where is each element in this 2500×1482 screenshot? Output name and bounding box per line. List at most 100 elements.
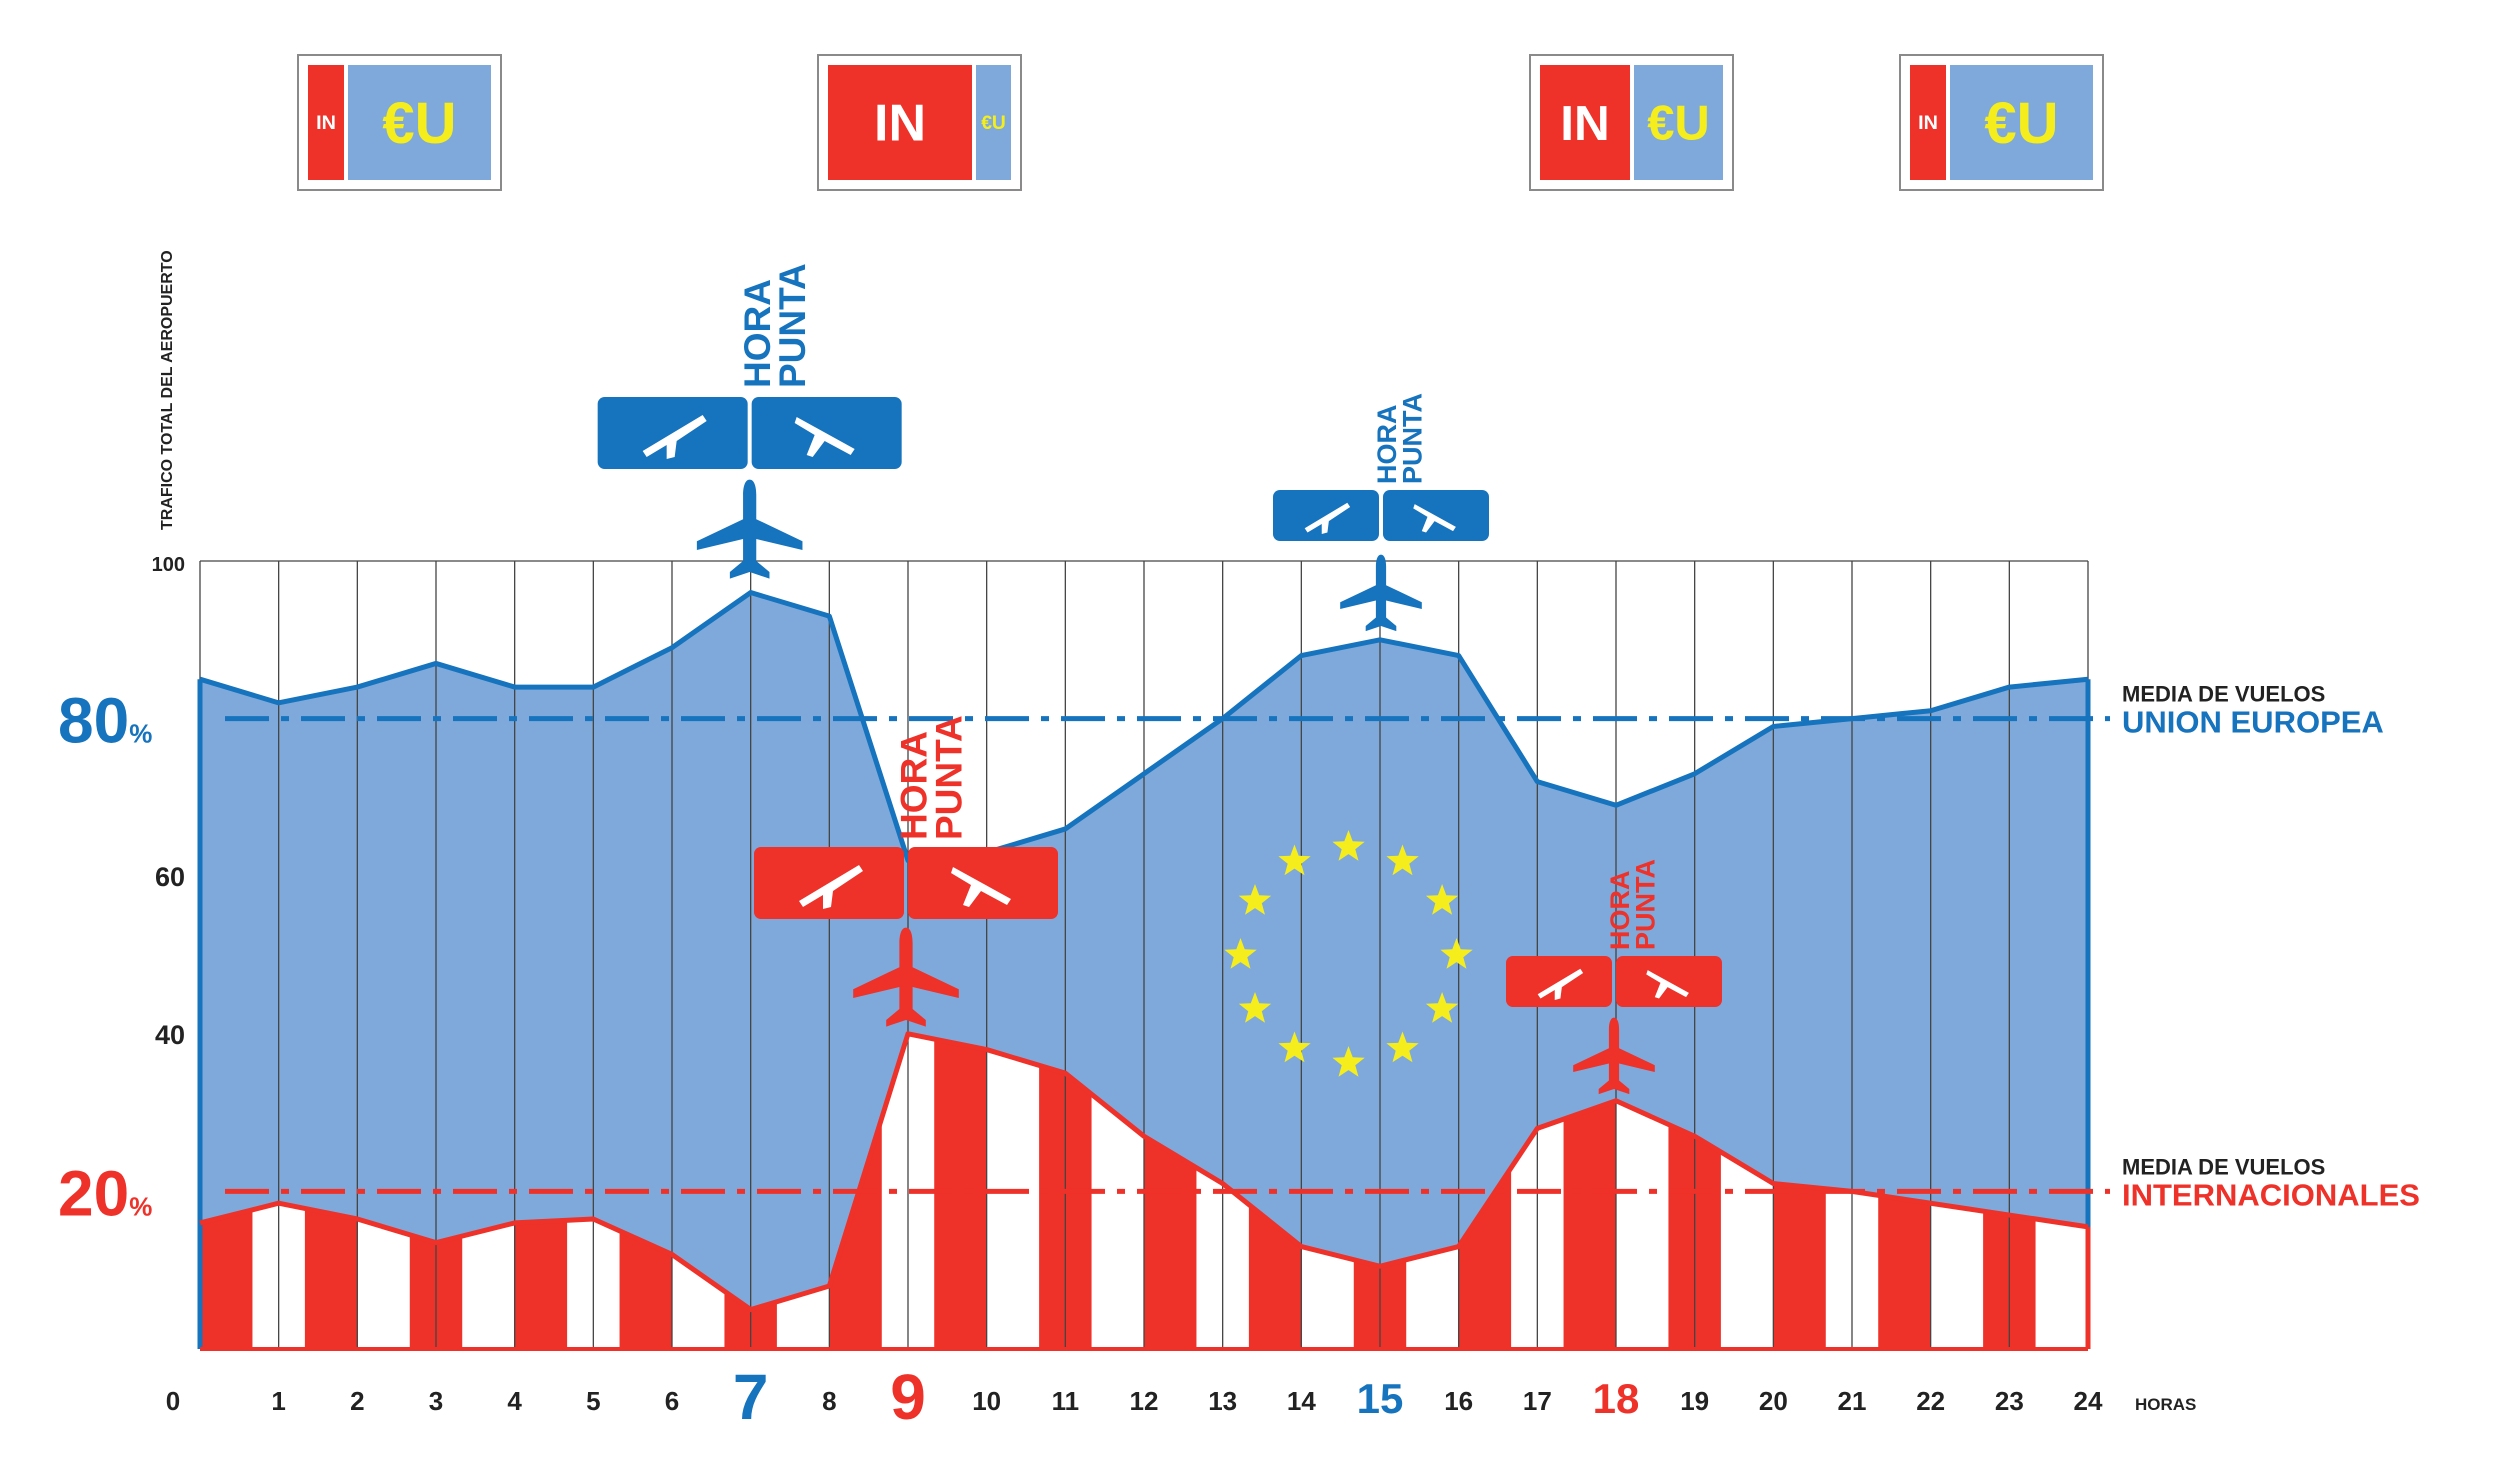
- x-tick-label: 19: [1680, 1386, 1709, 1416]
- y-tick-value: 80: [58, 685, 129, 757]
- x-tick-label: 15: [1357, 1375, 1404, 1422]
- star-icon: [1440, 938, 1473, 969]
- badge-intl-share: [308, 65, 344, 180]
- share-badge: IN €U: [297, 54, 502, 191]
- reference-label-title: MEDIA DE VUELOS: [2122, 1154, 2325, 1179]
- x-tick-label: 17: [1523, 1386, 1552, 1416]
- departure-glyph: [799, 865, 863, 909]
- star-icon: [1332, 830, 1365, 861]
- grid-lines: [199, 560, 2089, 1349]
- x-tick-label: 24: [2074, 1386, 2103, 1416]
- share-badge: IN €U: [1529, 54, 1734, 191]
- star-icon: [1425, 884, 1459, 915]
- y-tick-label: 80%: [58, 685, 152, 757]
- y-tick-label: 60: [155, 862, 185, 892]
- badge-eu-label: €U: [1647, 97, 1710, 151]
- arrival-glyph: [1413, 504, 1456, 533]
- departure-glyph: [1304, 502, 1351, 534]
- badge-in-label: IN: [874, 95, 926, 153]
- badge-in-label: IN: [316, 112, 336, 134]
- departure-glyph: [1537, 968, 1584, 1000]
- badge-eu-share: [1950, 65, 2093, 180]
- star-icon: [1332, 1046, 1365, 1077]
- badges-row: IN €U IN €U IN €U IN €U: [297, 54, 2104, 191]
- x-tick-label: 5: [586, 1386, 600, 1416]
- badge-intl-share: [1910, 65, 1946, 180]
- y-tick-label: 40: [155, 1020, 185, 1050]
- peak-label-line2: PUNTA: [772, 263, 813, 388]
- x-tick-label: 0: [166, 1386, 180, 1416]
- x-tick-label: 14: [1287, 1386, 1316, 1416]
- badge-intl-share: [1540, 65, 1630, 180]
- peak-label-line1: HORA: [737, 279, 778, 388]
- arrival-glyph: [1646, 970, 1689, 999]
- share-badge: IN €U: [817, 54, 1022, 191]
- x-tick-label: 2: [350, 1386, 364, 1416]
- star-icon: [1238, 992, 1272, 1023]
- reference-label-name: UNION EUROPEA: [2122, 705, 2384, 740]
- x-tick-label: 21: [1838, 1386, 1867, 1416]
- peak-label-line1: HORA: [893, 731, 934, 840]
- x-tick-label: 13: [1208, 1386, 1237, 1416]
- badge-eu-label: €U: [981, 113, 1006, 134]
- y-axis-label: TRAFICO TOTAL DEL AEROPUERTO: [159, 250, 176, 530]
- airplane-icon: [1573, 1017, 1655, 1095]
- badge-eu-share: [348, 65, 491, 180]
- x-tick-label: 23: [1995, 1386, 2024, 1416]
- star-icon: [1425, 992, 1459, 1023]
- star-icon: [1278, 844, 1311, 876]
- eu-stars: [1224, 830, 1473, 1077]
- x-tick-label: 10: [972, 1386, 1001, 1416]
- x-tick-label: 7: [733, 1361, 769, 1433]
- x-tick-label: 11: [1052, 1386, 1080, 1416]
- x-tick-label: 3: [429, 1386, 443, 1416]
- x-tick-label: 8: [822, 1386, 836, 1416]
- plane-arrival-icon: [751, 397, 902, 469]
- peak-label-line2: PUNTA: [1631, 859, 1661, 950]
- star-icon: [1224, 938, 1257, 969]
- departure-glyph: [642, 415, 707, 459]
- plane-arrival-icon: [1616, 956, 1722, 1007]
- star-icon: [1386, 1031, 1419, 1063]
- arrival-glyph: [951, 867, 1011, 907]
- x-tick-label: 4: [507, 1386, 522, 1416]
- y-tick-unit: %: [129, 1191, 152, 1221]
- y-tick-unit: %: [129, 719, 152, 749]
- x-tick-label: 6: [665, 1386, 679, 1416]
- reference-label-title: MEDIA DE VUELOS: [2122, 682, 2325, 707]
- total-traffic-line: [199, 590, 2089, 863]
- badge-intl-share: [828, 65, 972, 180]
- x-tick-label: 12: [1130, 1386, 1159, 1416]
- x-tick-label: 16: [1444, 1386, 1473, 1416]
- x-axis-label: HORAS: [2135, 1395, 2196, 1414]
- star-icon: [1238, 884, 1272, 915]
- badge-eu-label: €U: [382, 91, 456, 156]
- arrival-glyph: [794, 417, 855, 457]
- reference-label-name: INTERNACIONALES: [2122, 1177, 2420, 1212]
- x-tick-label: 18: [1593, 1375, 1640, 1422]
- x-tick-label: 1: [271, 1386, 285, 1416]
- share-badge: IN €U: [1899, 54, 2104, 191]
- airplane-icon: [696, 479, 803, 579]
- x-tick-label: 22: [1916, 1386, 1945, 1416]
- plane-arrival-icon: [1383, 490, 1489, 541]
- badge-in-label: IN: [1918, 112, 1938, 134]
- star-icon: [1386, 844, 1419, 876]
- x-tick-label: 20: [1759, 1386, 1788, 1416]
- star-icon: [1278, 1031, 1311, 1063]
- peak-label-line2: PUNTA: [929, 715, 970, 840]
- airplane-icon: [1340, 554, 1422, 632]
- badge-in-label: IN: [1560, 96, 1610, 151]
- peak-label-line2: PUNTA: [1398, 393, 1428, 484]
- y-tick-label: 20%: [58, 1157, 152, 1229]
- plane-arrival-icon: [908, 847, 1058, 919]
- y-tick-value: 20: [58, 1157, 129, 1229]
- international-line: [199, 1031, 2089, 1313]
